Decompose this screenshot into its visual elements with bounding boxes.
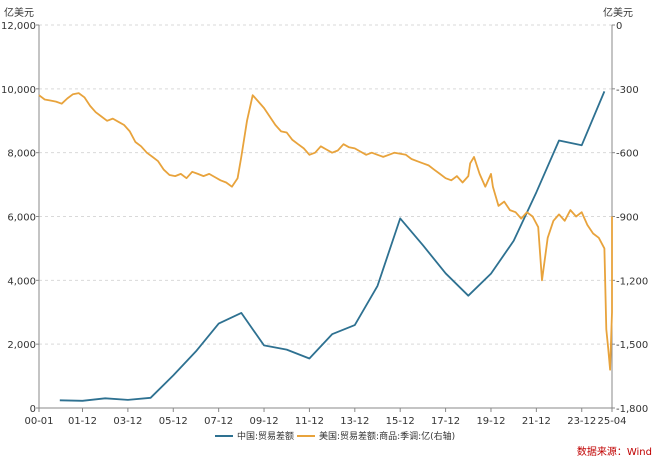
left-tick-label: 8,000 [7,149,36,160]
right-tick-label: -300 [616,85,639,96]
x-tick-label: 19-12 [476,416,505,427]
x-tick-label: 05-12 [159,416,188,427]
x-tick-label: 17-12 [431,416,460,427]
series-lines [38,91,613,402]
right-axis-unit: 亿美元 [603,6,633,19]
left-tick-label: 0 [30,404,36,415]
left-tick-label: 6,000 [7,213,36,224]
x-tick-label: 03-12 [113,416,142,427]
x-tick-label: 25-04 [597,416,626,427]
left-y-axis: 0 2,000 4,000 6,000 8,000 10,000 12,000 [1,21,40,415]
x-tick-label: 09-12 [250,416,279,427]
left-tick-label: 2,000 [7,340,36,351]
x-tick-label: 01-12 [68,416,97,427]
left-tick-label: 10,000 [1,85,36,96]
legend: 中国:贸易差额 美国:贸易差额:商品:季调:亿(右轴) [215,430,455,442]
right-tick-label: -900 [616,213,639,224]
left-tick-label: 4,000 [7,276,36,287]
right-tick-label: -1,500 [616,340,648,351]
x-tick-label: 07-12 [204,416,233,427]
series-line-1 [38,92,613,371]
x-tick-label: 21-12 [522,416,551,427]
x-axis: 00-01 01-12 03-12 05-12 07-12 09-12 11-12 13-12… [24,407,627,427]
legend-label-series-0: 中国:贸易差额 [237,430,294,442]
right-tick-label: -1,800 [616,404,648,415]
source-note: 数据来源：Wind [577,445,652,458]
x-tick-label: 23-12 [567,416,596,427]
x-tick-label: 00-01 [24,416,53,427]
right-y-axis: 0 -300 -600 -900 -1,200 -1,500 -1,800 [611,21,648,415]
legend-label-series-1: 美国:贸易差额:商品:季调:亿(右轴) [319,430,455,442]
left-tick-label: 12,000 [1,21,36,32]
x-tick-label: 13-12 [340,416,369,427]
grid-lines [39,24,612,345]
x-tick-label: 11-12 [295,416,324,427]
left-axis-unit: 亿美元 [4,6,34,19]
right-tick-label: -1,200 [616,276,648,287]
right-tick-label: -600 [616,149,639,160]
right-tick-label: 0 [616,21,622,32]
series-line-0 [59,91,606,402]
x-tick-label: 15-12 [386,416,415,427]
